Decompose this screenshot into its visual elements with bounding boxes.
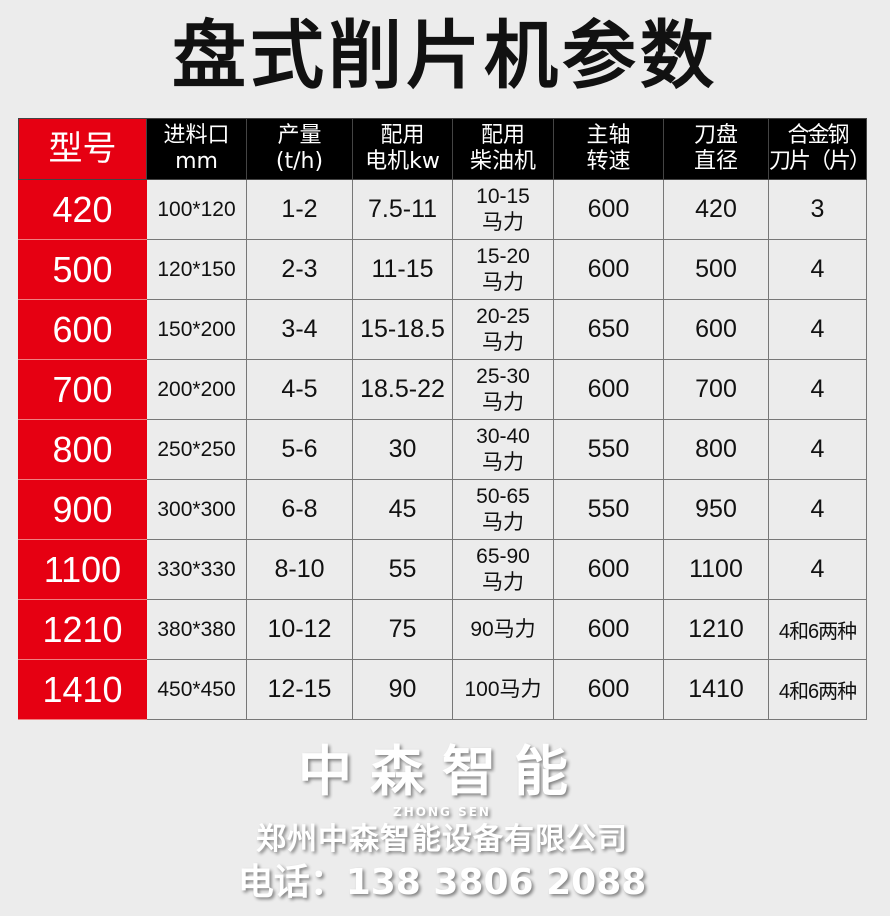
cell-feed-opening: 150*200	[146, 299, 247, 360]
cell-motor-power: 30	[352, 419, 453, 480]
cell-blade-count: 4	[768, 419, 867, 480]
header-diesel-engine: 配用 柴油机	[452, 118, 554, 180]
cell-spindle-speed: 600	[553, 599, 664, 660]
cell-diesel-engine: 90马力	[452, 599, 554, 660]
cell-feed-opening: 330*330	[146, 539, 247, 600]
cell-motor-power: 45	[352, 479, 453, 540]
cell-output: 10-12	[246, 599, 353, 660]
cell-disc-diameter: 500	[663, 239, 769, 300]
cell-feed-opening: 200*200	[146, 359, 247, 420]
cell-diesel-engine: 50-65 马力	[452, 479, 554, 540]
cell-model: 600	[18, 299, 147, 360]
table-row: 600 150*200 3-4 15-18.5 20-25 马力 650 600 4	[18, 299, 867, 360]
cell-output: 12-15	[246, 659, 353, 720]
cell-spindle-speed: 600	[553, 239, 664, 300]
cell-motor-power: 7.5-11	[352, 179, 453, 240]
cell-disc-diameter: 800	[663, 419, 769, 480]
cell-output: 3-4	[246, 299, 353, 360]
cell-model: 700	[18, 359, 147, 420]
cell-diesel-engine: 25-30 马力	[452, 359, 554, 420]
cell-spindle-speed: 650	[553, 299, 664, 360]
cell-feed-opening: 100*120	[146, 179, 247, 240]
cell-spindle-speed: 600	[553, 179, 664, 240]
cell-model: 900	[18, 479, 147, 540]
cell-feed-opening: 300*300	[146, 479, 247, 540]
cell-blade-count: 4	[768, 239, 867, 300]
cell-blade-count: 4	[768, 479, 867, 540]
cell-feed-opening: 250*250	[146, 419, 247, 480]
cell-diesel-engine: 65-90 马力	[452, 539, 554, 600]
watermark-phone: 电话：138 3806 2088	[237, 862, 647, 903]
header-model: 型号	[18, 118, 147, 180]
cell-output: 4-5	[246, 359, 353, 420]
header-disc-diameter: 刀盘 直径	[663, 118, 769, 180]
cell-disc-diameter: 1100	[663, 539, 769, 600]
cell-blade-count: 3	[768, 179, 867, 240]
cell-motor-power: 15-18.5	[352, 299, 453, 360]
cell-spindle-speed: 550	[553, 479, 664, 540]
cell-model: 1410	[18, 659, 147, 720]
cell-disc-diameter: 700	[663, 359, 769, 420]
cell-motor-power: 11-15	[352, 239, 453, 300]
cell-blade-count: 4	[768, 299, 867, 360]
watermark: 中森智能 ZHONG SEN 郑州中森智能设备有限公司 电话：138 3806 …	[18, 740, 866, 916]
table-row: 800 250*250 5-6 30 30-40 马力 550 800 4	[18, 419, 867, 480]
cell-feed-opening: 450*450	[146, 659, 247, 720]
cell-disc-diameter: 1210	[663, 599, 769, 660]
cell-blade-count: 4	[768, 539, 867, 600]
cell-motor-power: 75	[352, 599, 453, 660]
cell-blade-count: 4	[768, 359, 867, 420]
cell-model: 420	[18, 179, 147, 240]
table-row: 420 100*120 1-2 7.5-11 10-15 马力 600 420 3	[18, 179, 867, 240]
cell-diesel-engine: 15-20 马力	[452, 239, 554, 300]
cell-disc-diameter: 950	[663, 479, 769, 540]
header-motor-power: 配用 电机kw	[352, 118, 453, 180]
cell-model: 500	[18, 239, 147, 300]
cell-feed-opening: 380*380	[146, 599, 247, 660]
watermark-brand: 中森智能	[298, 740, 586, 803]
cell-blade-count: 4和6两种	[768, 659, 867, 720]
cell-model: 1100	[18, 539, 147, 600]
table-row: 900 300*300 6-8 45 50-65 马力 550 950 4	[18, 479, 867, 540]
cell-motor-power: 18.5-22	[352, 359, 453, 420]
cell-disc-diameter: 420	[663, 179, 769, 240]
cell-motor-power: 90	[352, 659, 453, 720]
cell-motor-power: 55	[352, 539, 453, 600]
cell-disc-diameter: 1410	[663, 659, 769, 720]
cell-spindle-speed: 600	[553, 539, 664, 600]
cell-feed-opening: 120*150	[146, 239, 247, 300]
cell-disc-diameter: 600	[663, 299, 769, 360]
watermark-brand-en: ZHONG SEN	[393, 805, 491, 819]
table-row: 1210 380*380 10-12 75 90马力 600 1210 4和6两种	[18, 599, 867, 660]
header-spindle-speed: 主轴 转速	[553, 118, 664, 180]
page-title: 盘式削片机参数	[172, 13, 718, 99]
cell-output: 1-2	[246, 179, 353, 240]
cell-diesel-engine: 100马力	[452, 659, 554, 720]
cell-output: 8-10	[246, 539, 353, 600]
table-row: 500 120*150 2-3 11-15 15-20 马力 600 500 4	[18, 239, 867, 300]
cell-output: 2-3	[246, 239, 353, 300]
table-row: 1410 450*450 12-15 90 100马力 600 1410 4和6两种	[18, 659, 867, 720]
cell-spindle-speed: 550	[553, 419, 664, 480]
cell-diesel-engine: 20-25 马力	[452, 299, 554, 360]
cell-diesel-engine: 30-40 马力	[452, 419, 554, 480]
cell-model: 800	[18, 419, 147, 480]
table-row: 1100 330*330 8-10 55 65-90 马力 600 1100 4	[18, 539, 867, 600]
cell-diesel-engine: 10-15 马力	[452, 179, 554, 240]
cell-blade-count: 4和6两种	[768, 599, 867, 660]
cell-spindle-speed: 600	[553, 359, 664, 420]
cell-output: 6-8	[246, 479, 353, 540]
cell-model: 1210	[18, 599, 147, 660]
cell-output: 5-6	[246, 419, 353, 480]
cell-spindle-speed: 600	[553, 659, 664, 720]
watermark-company: 郑州中森智能设备有限公司	[256, 822, 628, 857]
header-blade-count: 合金钢 刀片（片）	[768, 118, 867, 180]
header-row: 型号 进料口 mm 产量 (t/h) 配用 电机kw 配用 柴油机 主轴 转速 刀盘 直径 合金钢 刀片（片…	[18, 118, 867, 180]
header-feed-opening: 进料口 mm	[146, 118, 247, 180]
header-output: 产量 (t/h)	[246, 118, 353, 180]
spec-table: 型号 进料口 mm 产量 (t/h) 配用 电机kw 配用 柴油机 主轴 转速 刀盘 直径 合金钢 刀片（片…	[18, 118, 867, 720]
table-row: 700 200*200 4-5 18.5-22 25-30 马力 600 700 4	[18, 359, 867, 420]
